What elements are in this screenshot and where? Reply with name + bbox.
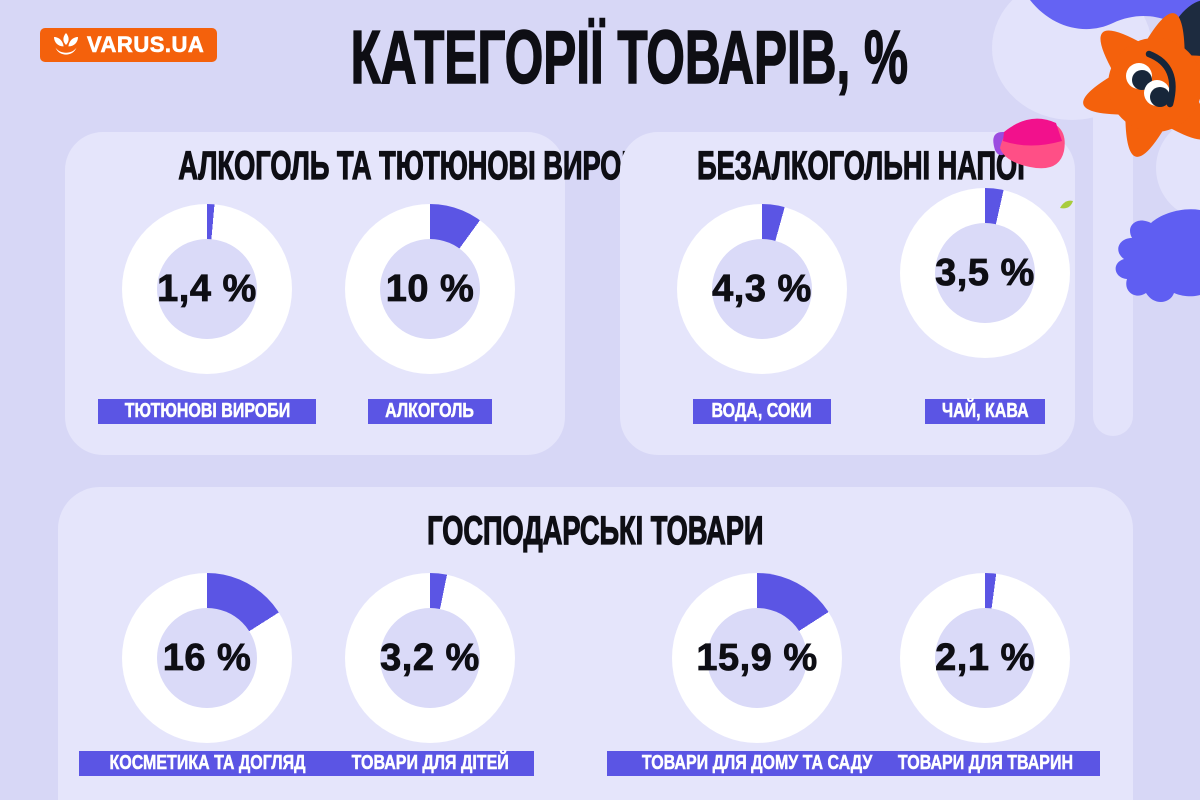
varus-flower-icon: [54, 33, 78, 55]
donut-value: 3,2 %: [380, 636, 480, 679]
donut-value: 4,3 %: [712, 267, 812, 310]
donut-ring: 16 %: [122, 573, 292, 743]
card-title: ГОСПОДАРСЬКІ ТОВАРИ: [427, 509, 764, 553]
donut-chart-block: 16 % КОСМЕТИКА ТА ДОГЛЯД: [78, 573, 336, 776]
donut-ring: 4,3 %: [677, 204, 847, 374]
category-label: ТОВАРИ ДЛЯ ДІТЕЙ: [325, 751, 535, 776]
category-label: ТЮТЮНОВІ ВИРОБИ: [97, 399, 317, 424]
category-label: ВОДА, СОКИ: [693, 399, 831, 424]
category-label: АЛКОГОЛЬ: [368, 399, 492, 424]
donut-value: 16 %: [162, 636, 252, 679]
donut-value: 1,4 %: [157, 267, 257, 310]
donut-ring: 2,1 %: [900, 573, 1070, 743]
donut-chart-block: 4,3 % ВОДА, СОКИ: [677, 204, 847, 424]
donut-value: 3,5 %: [935, 251, 1035, 294]
donut-row: 16 % КОСМЕТИКА ТА ДОГЛЯД 3,2 % ТОВАРИ ДЛЯ Д…: [58, 573, 1133, 776]
card-alcohol-tobacco: АЛКОГОЛЬ ТА ТЮТЮНОВІ ВИРОБИ 1,4 % ТЮТЮНОВ…: [65, 132, 661, 455]
card-soft-drinks: БЕЗАЛКОГОЛЬНІ НАПОЇ 4,3 % ВОДА, СОКИ 3,5 %…: [620, 132, 1075, 455]
donut-ring: 10 %: [345, 204, 515, 374]
donut-row: 1,4 % ТЮТЮНОВІ ВИРОБИ 10 % АЛКОГОЛЬ: [65, 204, 565, 424]
donut-ring: 15,9 %: [672, 573, 842, 743]
donut-chart-block: 10 % АЛКОГОЛЬ: [345, 204, 515, 424]
category-label: ЧАЙ, КАВА: [924, 399, 1046, 424]
card-title: БЕЗАЛКОГОЛЬНІ НАПОЇ: [697, 144, 1026, 188]
blue-hand: [1115, 209, 1200, 303]
card-title: АЛКОГОЛЬ ТА ТЮТЮНОВІ ВИРОБИ: [178, 144, 661, 188]
varus-logo: VARUS.UA: [40, 28, 218, 62]
donut-ring: 3,5 %: [900, 188, 1070, 358]
donut-ring: 1,4 %: [122, 204, 292, 374]
category-label: КОСМЕТИКА ТА ДОГЛЯД: [78, 751, 336, 776]
donut-chart-block: 2,1 % ТОВАРИ ДЛЯ ТВАРИН: [869, 573, 1101, 776]
donut-value: 10 %: [385, 267, 475, 310]
donut-row: 4,3 % ВОДА, СОКИ 3,5 % ЧАЙ, КАВА: [620, 188, 1075, 424]
category-label: ТОВАРИ ДЛЯ ТВАРИН: [869, 751, 1101, 776]
donut-chart-block: 1,4 % ТЮТЮНОВІ ВИРОБИ: [97, 204, 317, 424]
donut-chart-block: 3,5 % ЧАЙ, КАВА: [900, 188, 1070, 424]
card-household: ГОСПОДАРСЬКІ ТОВАРИ 16 % КОСМЕТИКА ТА ДОГ…: [58, 487, 1133, 800]
donut-chart-block: 15,9 % ТОВАРИ ДЛЯ ДОМУ ТА САДУ: [606, 573, 908, 776]
light-blob: [1156, 116, 1200, 220]
donut-value: 15,9 %: [696, 636, 818, 679]
category-label: ТОВАРИ ДЛЯ ДОМУ ТА САДУ: [606, 751, 908, 776]
donut-chart-block: 3,2 % ТОВАРИ ДЛЯ ДІТЕЙ: [325, 573, 535, 776]
logo-text: VARUS.UA: [87, 32, 205, 58]
donut-ring: 3,2 %: [345, 573, 515, 743]
page-title: КАТЕГОРІЇ ТОВАРІВ, %: [350, 14, 908, 100]
donut-value: 2,1 %: [935, 636, 1035, 679]
